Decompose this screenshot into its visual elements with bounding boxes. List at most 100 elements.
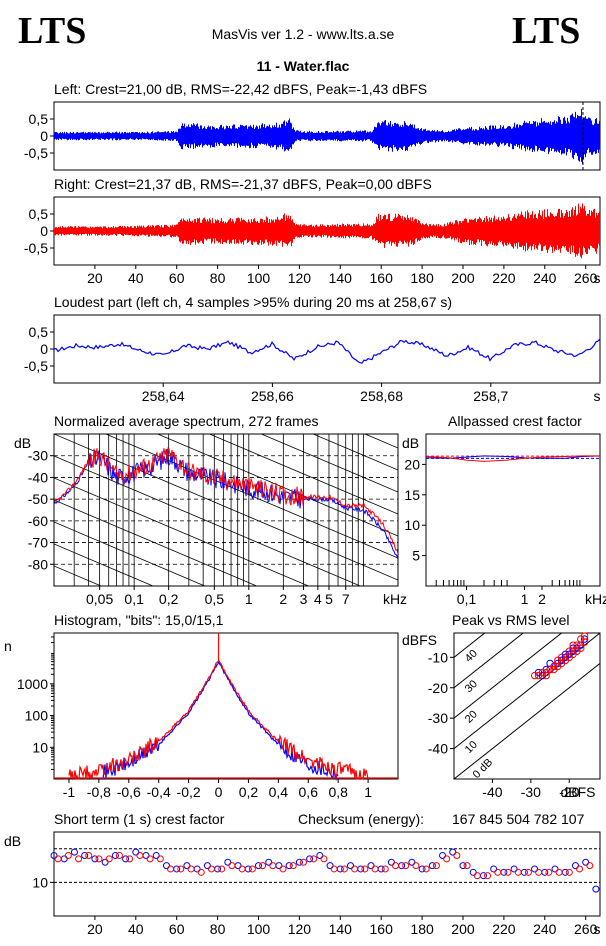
short-term-crest-point (162, 862, 170, 870)
histogram-xtick-label-0: -1 (63, 784, 76, 800)
short-term-crest-point (453, 852, 461, 860)
loudest-part-x-unit: s (594, 388, 601, 404)
right-waveform-xtick-label-7: 160 (370, 270, 394, 286)
avg-spectrum-xtick-label-1: 0,1 (124, 591, 144, 607)
histogram-series-1 (68, 660, 369, 781)
short-term-crest-point (60, 855, 68, 863)
avg-spectrum-ytick-label-2: -50 (28, 491, 48, 507)
short-term-crest-point (203, 862, 211, 870)
peak-vs-rms-point (554, 656, 562, 665)
histogram-xtick-label-7: 0,4 (269, 784, 289, 800)
short-term-crest-point (254, 862, 262, 870)
peak-vs-rms-ytick-label-0: -10 (428, 649, 448, 665)
short-term-crest-point (473, 872, 481, 880)
short-term-crest-point (494, 868, 502, 876)
short-term-crest-point (330, 865, 338, 873)
short-term-crest-xtick-label-4: 100 (247, 921, 271, 937)
avg-spectrum-ylabel: dB (14, 435, 31, 451)
avg-spectrum-xtick-label-9: 7 (342, 591, 350, 607)
short-term-crest-point (167, 865, 175, 873)
short-term-crest-point (381, 865, 389, 873)
short-term-crest-ylabel: dB (4, 833, 21, 849)
peak-vs-rms-diag-3 (454, 633, 600, 750)
short-term-crest-point (289, 862, 297, 870)
right-waveform-x-unit: s (594, 270, 601, 286)
logo-right: LTS (512, 10, 581, 52)
short-term-crest-point (207, 865, 215, 873)
avg-spectrum-series-1 (54, 447, 398, 554)
histogram-xtick-label-1: -0,8 (87, 784, 111, 800)
short-term-crest-point (122, 855, 130, 863)
peak-vs-rms-diagonals (454, 633, 600, 779)
histogram-ytick-label-2: 1000 (17, 676, 48, 692)
short-term-crest-point (571, 862, 579, 870)
short-term-crest-point (275, 862, 283, 870)
right-waveform-xtick-label-5: 120 (288, 270, 312, 286)
left-waveform-ytick-label-1: 0 (40, 128, 48, 144)
avg-spectrum-slope-2 (363, 434, 398, 449)
short-term-crest-point (371, 865, 379, 873)
avg-spectrum-slope-10 (54, 477, 310, 586)
peak-vs-rms-xlabel: dBFS (560, 784, 595, 800)
logo-left: LTS (18, 10, 87, 52)
short-term-crest-point (95, 855, 103, 863)
loudest-part-trace (53, 338, 601, 364)
short-term-crest-point (177, 865, 185, 873)
short-term-crest-point (142, 852, 150, 860)
short-term-crest-point (197, 868, 205, 876)
peak-vs-rms-point (550, 665, 558, 674)
histogram-xtick-label-2: -0,6 (117, 784, 141, 800)
short-term-crest-point (54, 855, 62, 863)
avg-spectrum-slope-5 (208, 434, 398, 515)
short-term-crest-point (316, 852, 324, 860)
avg-spectrum-xtick-label-0: 0,05 (86, 591, 113, 607)
avg-spectrum-slope-12 (54, 521, 206, 586)
avg-spectrum-slope-22 (54, 742, 398, 888)
short-term-crest-point (224, 858, 232, 866)
peak-vs-rms-frame (453, 632, 601, 780)
avg-spectrum-xtick-label-2: 0,2 (159, 591, 179, 607)
histogram-ytick-label-0: 10 (32, 739, 48, 755)
peak-vs-rms-diag-label-4: 0 dB (471, 756, 495, 780)
peak-vs-rms-point (565, 647, 573, 655)
short-term-crest-xtick-label-8: 180 (410, 921, 434, 937)
right-waveform-xtick-label-0: 20 (87, 270, 103, 286)
right-waveform-xtick-label-12: 260 (574, 270, 598, 286)
short-term-crest-point (152, 852, 160, 860)
short-term-crest-point (432, 862, 440, 870)
allpassed-crest-xtick-label-2: 2 (538, 591, 546, 607)
allpassed-crest-title: Allpassed crest factor (448, 413, 582, 429)
short-term-crest-point (91, 855, 99, 863)
short-term-crest-point (504, 868, 512, 876)
avg-spectrum-slope-lines (54, 434, 398, 888)
short-term-crest-point (269, 862, 277, 870)
short-term-crest-point (111, 852, 119, 860)
short-term-crest-point (238, 865, 246, 873)
avg-spectrum-xtick-label-3: 0,5 (205, 591, 225, 607)
avg-spectrum-slope-19 (54, 676, 398, 822)
peak-vs-rms-xtick-label-2: -20 (559, 784, 579, 800)
right-waveform-xtick-label-11: 240 (533, 270, 557, 286)
histogram-xtick-label-10: 1 (364, 784, 372, 800)
avg-spectrum-slope-17 (54, 632, 398, 778)
avg-spectrum-slope-11 (54, 499, 258, 586)
short-term-crest-point (418, 865, 426, 873)
short-term-crest-point (551, 865, 559, 873)
histogram-series-0 (99, 660, 339, 782)
short-term-crest-xtick-label-11: 240 (533, 921, 557, 937)
histogram-xtick-label-5: 0 (215, 784, 223, 800)
short-term-crest-point (524, 868, 532, 876)
short-term-crest-point (50, 852, 58, 860)
left-waveform-ytick-label-2: -0,5 (24, 145, 48, 161)
checksum-label: Checksum (energy): (298, 811, 425, 827)
loudest-part-ytick-label-0: 0,5 (29, 324, 49, 340)
short-term-crest-point (234, 862, 242, 870)
loudest-part-xtick-label-2: 258,68 (360, 388, 403, 404)
short-term-crest-point (285, 862, 293, 870)
histogram-title: Histogram, "bits": 15,0/15,1 (54, 612, 224, 628)
short-term-crest-point (228, 862, 236, 870)
short-term-crest-point (310, 855, 318, 863)
short-term-crest-point (449, 848, 457, 856)
short-term-crest-point (531, 865, 539, 873)
allpassed-crest-ytick-label-0: 20 (404, 456, 420, 472)
